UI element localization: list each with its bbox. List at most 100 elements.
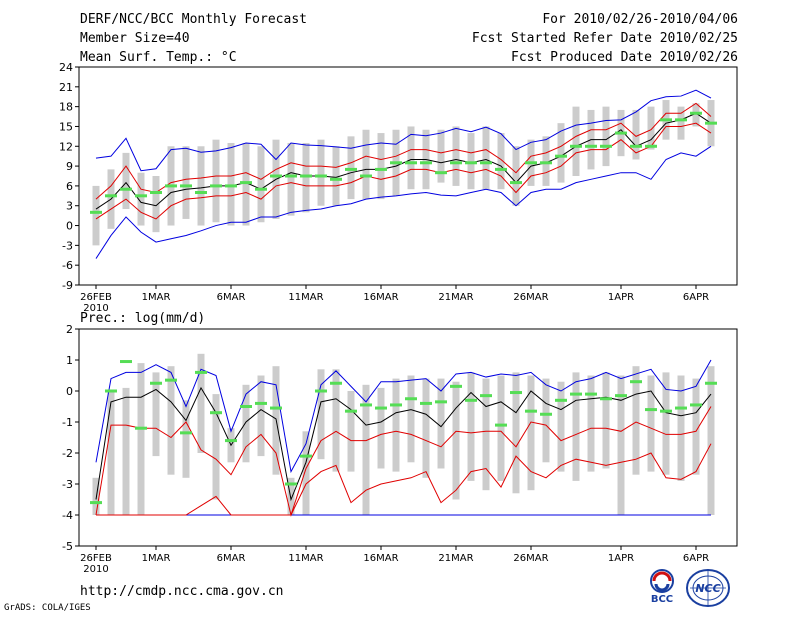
y-tick-label: -2 xyxy=(62,447,73,460)
spread-box xyxy=(377,387,385,469)
median-marker xyxy=(105,389,117,393)
spread-box xyxy=(332,146,340,206)
produced-date: Fcst Produced Date 2010/02/26 xyxy=(511,50,738,65)
spread-box xyxy=(182,400,190,478)
spread-box xyxy=(392,378,400,472)
median-marker xyxy=(480,161,492,165)
bcc-logo: BCC xyxy=(650,569,674,604)
spread-box xyxy=(677,375,685,481)
series-minus-sd-line xyxy=(95,122,712,220)
spread-box xyxy=(407,126,415,190)
median-marker xyxy=(585,144,597,148)
median-marker xyxy=(555,398,567,402)
x-tick-label: 26FEB xyxy=(80,553,112,564)
spread-box xyxy=(647,375,655,472)
spread-box xyxy=(182,146,190,219)
spread-box xyxy=(212,139,220,223)
spread-box xyxy=(452,381,460,500)
median-marker xyxy=(330,381,342,385)
median-marker xyxy=(495,167,507,171)
spread-box xyxy=(557,381,565,472)
median-marker xyxy=(570,144,582,148)
median-marker xyxy=(285,174,297,178)
median-marker xyxy=(135,194,147,198)
series-max-line xyxy=(95,89,712,172)
spread-box xyxy=(512,146,520,206)
median-marker xyxy=(285,482,297,486)
y-tick-label: 6 xyxy=(66,180,73,193)
x-tick-label: 1APR xyxy=(608,553,634,564)
spread-box xyxy=(587,375,595,472)
median-marker xyxy=(465,161,477,165)
x-tick-label: 11MAR xyxy=(288,553,323,564)
median-marker xyxy=(660,118,672,122)
spread-box xyxy=(497,375,505,481)
spread-box xyxy=(257,375,265,457)
spread-box xyxy=(482,126,490,190)
spread-box xyxy=(332,369,340,472)
median-marker xyxy=(405,161,417,165)
member-size: Member Size=40 xyxy=(80,31,190,46)
spread-box xyxy=(347,391,355,472)
spread-box xyxy=(167,366,175,475)
y-tick-label: 18 xyxy=(59,101,73,114)
median-marker xyxy=(240,181,252,185)
x-year-label: 2010 xyxy=(83,564,108,575)
series-plus-sd-line xyxy=(95,102,712,200)
spread-box xyxy=(437,378,445,469)
median-marker xyxy=(180,431,192,435)
spread-box xyxy=(152,372,160,457)
spread-box xyxy=(422,378,430,478)
median-marker xyxy=(705,381,717,385)
spread-box xyxy=(107,391,115,515)
median-marker xyxy=(690,403,702,407)
x-tick-label: 26MAR xyxy=(513,292,548,303)
started-date: Fcst Started Refer Date 2010/02/25 xyxy=(471,31,738,46)
median-marker xyxy=(165,184,177,188)
spread-box xyxy=(632,109,640,160)
median-marker xyxy=(120,187,132,191)
x-tick-label: 1MAR xyxy=(142,292,171,303)
median-marker xyxy=(405,397,417,401)
median-marker xyxy=(195,370,207,374)
median-marker xyxy=(210,184,222,188)
median-marker xyxy=(645,144,657,148)
median-marker xyxy=(330,177,342,181)
spread-box xyxy=(347,136,355,200)
x-tick-label: 6APR xyxy=(683,553,709,564)
median-marker xyxy=(510,181,522,185)
series-minus-sd-line xyxy=(96,443,712,516)
median-marker xyxy=(375,167,387,171)
spread-box xyxy=(227,142,235,226)
chart-title: DERF/NCC/BCC Monthly Forecast xyxy=(80,12,307,27)
median-marker xyxy=(375,406,387,410)
spread-box xyxy=(707,366,715,515)
median-marker xyxy=(150,381,162,385)
y-tick-label: -3 xyxy=(62,478,73,491)
y-tick-label: 12 xyxy=(59,140,73,153)
median-marker xyxy=(270,406,282,410)
median-marker xyxy=(675,406,687,410)
spread-box xyxy=(647,106,655,150)
source-url[interactable]: http://cmdp.ncc.cma.gov.cn xyxy=(80,584,284,599)
spread-box xyxy=(542,378,550,463)
spread-box xyxy=(362,129,370,200)
median-marker xyxy=(90,501,102,505)
spread-box xyxy=(302,142,310,213)
x-tick-label: 16MAR xyxy=(363,553,398,564)
spread-box xyxy=(137,363,145,515)
spread-box xyxy=(122,152,130,210)
median-marker xyxy=(435,171,447,175)
median-marker xyxy=(180,184,192,188)
median-marker xyxy=(525,161,537,165)
spread-box xyxy=(302,431,310,515)
y-tick-label: 3 xyxy=(66,200,73,213)
spread-box xyxy=(692,103,700,127)
median-marker xyxy=(660,409,672,413)
x-year-label: 2010 xyxy=(83,303,108,314)
x-tick-label: 26MAR xyxy=(513,553,548,564)
median-marker xyxy=(225,439,237,443)
median-marker xyxy=(570,392,582,396)
median-marker xyxy=(600,397,612,401)
